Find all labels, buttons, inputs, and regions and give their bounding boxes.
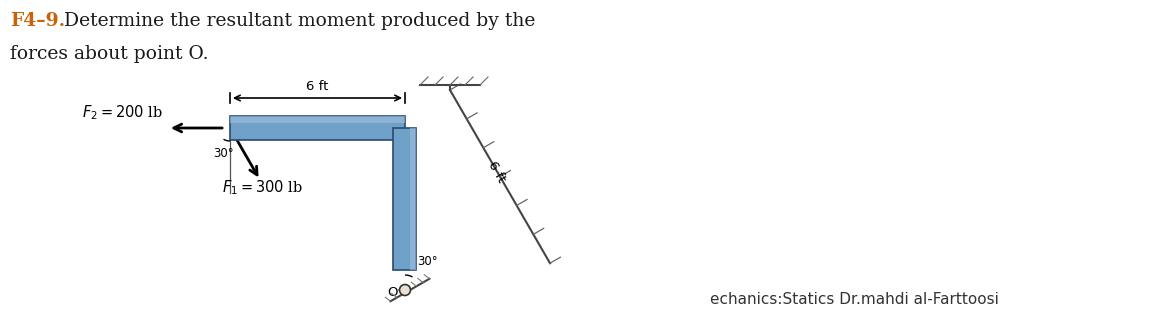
- Text: F4–9.: F4–9.: [10, 12, 65, 30]
- Polygon shape: [409, 128, 416, 270]
- Text: 30°: 30°: [213, 147, 233, 160]
- Text: 30°: 30°: [417, 255, 438, 268]
- Polygon shape: [394, 128, 416, 270]
- Polygon shape: [229, 116, 404, 140]
- Text: O: O: [388, 285, 399, 299]
- Text: echanics:Statics Dr.mahdi al-Farttoosi: echanics:Statics Dr.mahdi al-Farttoosi: [710, 292, 999, 308]
- Circle shape: [400, 284, 410, 295]
- Text: 6 ft: 6 ft: [484, 159, 508, 184]
- Text: 6 ft: 6 ft: [306, 80, 329, 93]
- Text: Determine the resultant moment produced by the: Determine the resultant moment produced …: [52, 12, 535, 30]
- Text: $F_2 = 200$ lb: $F_2 = 200$ lb: [82, 103, 163, 122]
- Text: $F_1 = 300$ lb: $F_1 = 300$ lb: [223, 178, 304, 197]
- Text: forces about point O.: forces about point O.: [10, 45, 209, 63]
- Polygon shape: [229, 116, 404, 123]
